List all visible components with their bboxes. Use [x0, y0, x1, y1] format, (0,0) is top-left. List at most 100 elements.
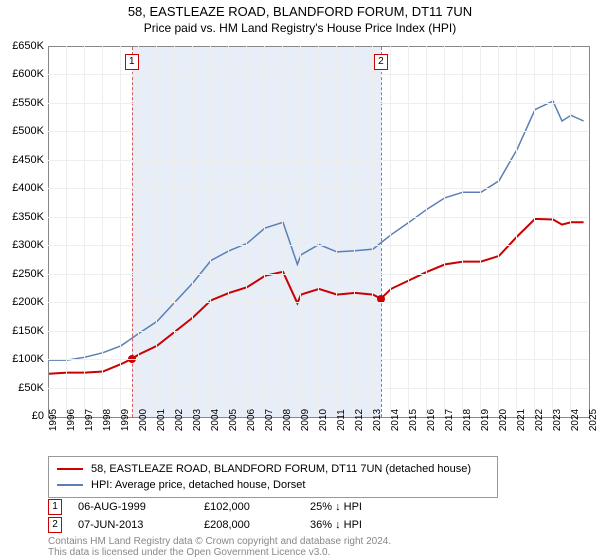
x-tick-label: 2024 — [570, 409, 581, 431]
chart-title: 58, EASTLEAZE ROAD, BLANDFORD FORUM, DT1… — [0, 0, 600, 19]
marker-badge: 2 — [374, 54, 388, 70]
legend-label: 58, EASTLEAZE ROAD, BLANDFORD FORUM, DT1… — [91, 463, 471, 475]
legend-item: 58, EASTLEAZE ROAD, BLANDFORD FORUM, DT1… — [57, 461, 489, 477]
x-gridline — [102, 46, 103, 416]
x-tick-label: 2017 — [444, 409, 455, 431]
series-line — [49, 219, 584, 374]
series-line — [49, 101, 584, 360]
x-tick-label: 2015 — [408, 409, 419, 431]
marker-badge: 1 — [48, 499, 62, 515]
table-row: 2 07-JUN-2013 £208,000 36% ↓ HPI — [48, 516, 588, 534]
x-gridline — [228, 46, 229, 416]
x-tick-label: 2021 — [516, 409, 527, 431]
x-tick-label: 2010 — [318, 409, 329, 431]
x-tick-label: 2012 — [354, 409, 365, 431]
x-gridline — [210, 46, 211, 416]
x-tick-label: 2001 — [156, 409, 167, 431]
y-tick-label: £0 — [6, 410, 44, 422]
attribution: Contains HM Land Registry data © Crown c… — [48, 536, 391, 558]
y-tick-label: £400K — [6, 182, 44, 194]
x-tick-label: 2018 — [462, 409, 473, 431]
x-gridline — [336, 46, 337, 416]
cell-date: 07-JUN-2013 — [78, 519, 188, 531]
chart-container: 58, EASTLEAZE ROAD, BLANDFORD FORUM, DT1… — [0, 0, 600, 560]
y-tick-label: £150K — [6, 325, 44, 337]
x-gridline — [282, 46, 283, 416]
table-row: 1 06-AUG-1999 £102,000 25% ↓ HPI — [48, 498, 588, 516]
cell-price: £208,000 — [204, 519, 294, 531]
x-gridline — [390, 46, 391, 416]
legend-label: HPI: Average price, detached house, Dors… — [91, 479, 305, 491]
x-gridline — [426, 46, 427, 416]
x-tick-label: 2023 — [552, 409, 563, 431]
x-tick-label: 2019 — [480, 409, 491, 431]
x-gridline — [480, 46, 481, 416]
legend-swatch — [57, 484, 83, 486]
x-gridline — [156, 46, 157, 416]
x-gridline — [372, 46, 373, 416]
x-tick-label: 2022 — [534, 409, 545, 431]
x-tick-label: 2008 — [282, 409, 293, 431]
x-gridline — [408, 46, 409, 416]
marker-badge: 2 — [48, 517, 62, 533]
x-gridline — [444, 46, 445, 416]
x-tick-label: 2003 — [192, 409, 203, 431]
x-tick-label: 2013 — [372, 409, 383, 431]
y-tick-label: £350K — [6, 211, 44, 223]
x-tick-label: 2009 — [300, 409, 311, 431]
x-gridline — [120, 46, 121, 416]
plot-area — [48, 46, 590, 418]
x-gridline — [84, 46, 85, 416]
x-tick-label: 1997 — [84, 409, 95, 431]
x-gridline — [174, 46, 175, 416]
cell-price: £102,000 — [204, 501, 294, 513]
x-gridline — [534, 46, 535, 416]
x-gridline — [354, 46, 355, 416]
x-gridline — [66, 46, 67, 416]
x-tick-label: 2011 — [336, 409, 347, 431]
marker-badge: 1 — [125, 54, 139, 70]
x-gridline — [192, 46, 193, 416]
x-gridline — [516, 46, 517, 416]
y-tick-label: £300K — [6, 239, 44, 251]
x-tick-label: 1995 — [48, 409, 59, 431]
x-tick-label: 1998 — [102, 409, 113, 431]
y-tick-label: £600K — [6, 68, 44, 80]
x-tick-label: 1996 — [66, 409, 77, 431]
cell-date: 06-AUG-1999 — [78, 501, 188, 513]
x-tick-label: 2002 — [174, 409, 185, 431]
cell-pct: 25% ↓ HPI — [310, 501, 410, 513]
x-tick-label: 1999 — [120, 409, 131, 431]
x-gridline — [462, 46, 463, 416]
attribution-line: Contains HM Land Registry data © Crown c… — [48, 536, 391, 547]
attribution-line: This data is licensed under the Open Gov… — [48, 547, 391, 558]
x-gridline — [246, 46, 247, 416]
x-gridline — [570, 46, 571, 416]
x-tick-label: 2020 — [498, 409, 509, 431]
x-tick-label: 2016 — [426, 409, 437, 431]
legend-item: HPI: Average price, detached house, Dors… — [57, 477, 489, 493]
x-gridline — [498, 46, 499, 416]
x-tick-label: 2007 — [264, 409, 275, 431]
legend: 58, EASTLEAZE ROAD, BLANDFORD FORUM, DT1… — [48, 456, 498, 498]
y-tick-label: £50K — [6, 382, 44, 394]
x-gridline — [318, 46, 319, 416]
x-tick-label: 2025 — [588, 409, 599, 431]
x-tick-label: 2014 — [390, 409, 401, 431]
y-tick-label: £200K — [6, 296, 44, 308]
x-tick-label: 2000 — [138, 409, 149, 431]
x-gridline — [300, 46, 301, 416]
x-tick-label: 2005 — [228, 409, 239, 431]
y-tick-label: £650K — [6, 40, 44, 52]
x-gridline — [552, 46, 553, 416]
y-tick-label: £250K — [6, 268, 44, 280]
transaction-table: 1 06-AUG-1999 £102,000 25% ↓ HPI 2 07-JU… — [48, 498, 588, 534]
chart-subtitle: Price paid vs. HM Land Registry's House … — [0, 19, 600, 35]
y-tick-label: £550K — [6, 97, 44, 109]
y-tick-label: £100K — [6, 353, 44, 365]
x-gridline — [138, 46, 139, 416]
x-gridline — [264, 46, 265, 416]
x-tick-label: 2004 — [210, 409, 221, 431]
cell-pct: 36% ↓ HPI — [310, 519, 410, 531]
legend-swatch — [57, 468, 83, 470]
